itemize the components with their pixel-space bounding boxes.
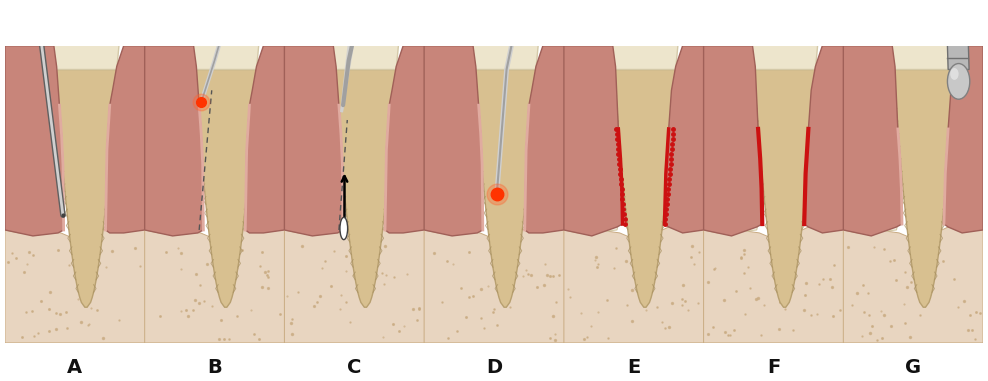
Polygon shape: [564, 46, 619, 233]
Polygon shape: [245, 46, 285, 233]
Text: D: D: [486, 358, 502, 377]
Polygon shape: [331, 25, 400, 69]
Polygon shape: [144, 46, 201, 233]
Text: C: C: [347, 358, 362, 377]
Polygon shape: [947, 22, 969, 69]
Text: E: E: [627, 358, 640, 377]
Polygon shape: [564, 224, 703, 343]
Polygon shape: [893, 69, 955, 307]
Polygon shape: [844, 46, 899, 233]
Polygon shape: [703, 46, 763, 236]
Polygon shape: [470, 25, 540, 69]
Polygon shape: [844, 224, 983, 343]
Polygon shape: [564, 46, 622, 236]
Polygon shape: [703, 224, 844, 343]
Text: F: F: [767, 358, 781, 377]
Polygon shape: [5, 46, 61, 233]
Polygon shape: [665, 46, 703, 233]
Polygon shape: [750, 25, 820, 69]
Ellipse shape: [947, 64, 970, 99]
Polygon shape: [844, 46, 902, 236]
Text: B: B: [207, 358, 222, 377]
Polygon shape: [285, 224, 424, 343]
Polygon shape: [144, 224, 285, 343]
Polygon shape: [703, 46, 760, 233]
Polygon shape: [424, 46, 480, 233]
Polygon shape: [804, 46, 844, 233]
Polygon shape: [55, 69, 117, 307]
Polygon shape: [335, 69, 396, 307]
Ellipse shape: [950, 68, 958, 80]
Ellipse shape: [340, 217, 348, 240]
Polygon shape: [424, 46, 483, 236]
Polygon shape: [525, 46, 564, 233]
Polygon shape: [51, 25, 121, 69]
Polygon shape: [615, 69, 676, 307]
Polygon shape: [285, 46, 343, 236]
Polygon shape: [385, 46, 424, 233]
Text: G: G: [905, 358, 921, 377]
Polygon shape: [5, 46, 63, 236]
Polygon shape: [285, 46, 340, 233]
Polygon shape: [754, 69, 815, 307]
Polygon shape: [610, 25, 680, 69]
Text: A: A: [67, 358, 82, 377]
Polygon shape: [944, 46, 983, 233]
Polygon shape: [5, 224, 144, 343]
Polygon shape: [424, 224, 564, 343]
Polygon shape: [474, 69, 535, 307]
Polygon shape: [889, 25, 959, 69]
Polygon shape: [195, 69, 257, 307]
Polygon shape: [106, 46, 144, 233]
Polygon shape: [191, 25, 261, 69]
Polygon shape: [144, 46, 204, 236]
